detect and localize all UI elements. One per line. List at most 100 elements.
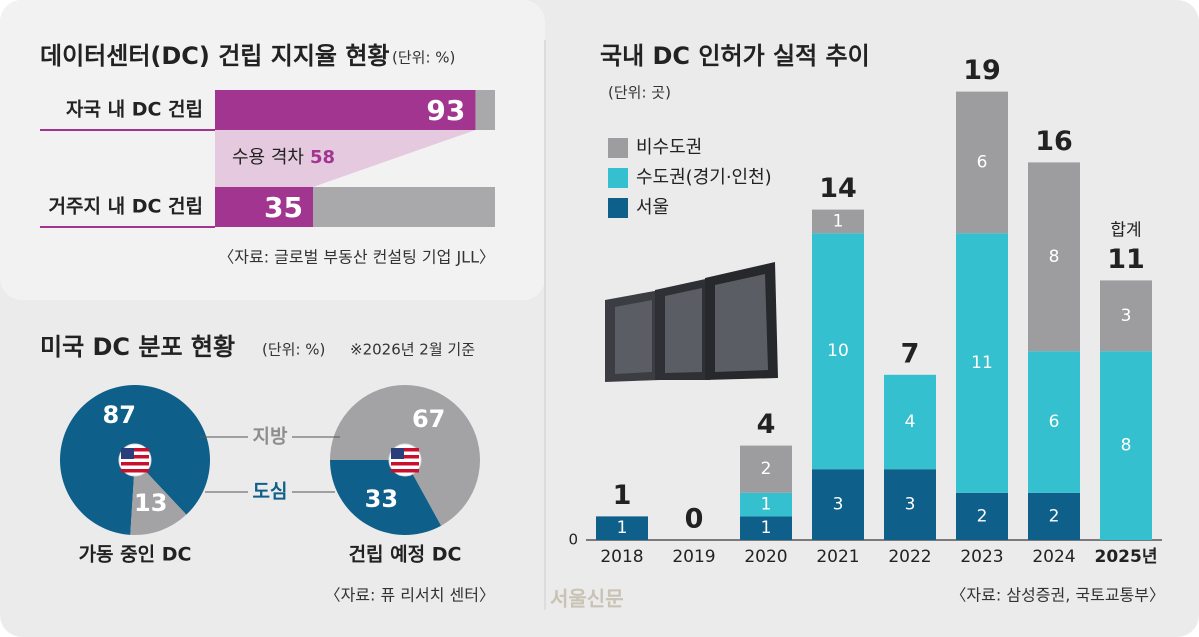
category-label: 거주지 내 DC 건립 [49,196,203,218]
segment-label: 1 [833,211,844,231]
segment-label: 2 [977,506,988,526]
y-tick-label: 0 [568,531,578,549]
source: 〈자료: 퓨 리서치 센터〉 [325,586,495,605]
bar-segment [884,374,936,470]
flag-stripe [121,448,149,452]
flag-stripe [391,455,419,459]
flag-stripe [121,462,149,466]
legend-label: 비수도권 [636,137,702,158]
pie-slice [330,460,442,536]
bar-segment [1100,351,1152,540]
legend-swatch [608,138,628,158]
segment-label: 10 [827,341,849,361]
x-tick-label: 2018 [600,547,643,567]
bar-segment [740,516,792,540]
total-label: 16 [1035,126,1073,157]
bar-segment [740,445,792,493]
bar-segment [884,469,936,540]
segment-label: 6 [977,152,988,172]
source: 〈자료: 글로벌 부동산 컨설팅 기업 JLL〉 [218,248,495,267]
bar-segment [1100,280,1152,352]
watermark: 서울신문 [550,587,624,611]
gap-value: 58 [310,147,335,168]
gap-label: 수용 격차 58 [232,147,335,168]
flag-stripe [121,455,149,459]
segment-label: 4 [905,412,916,432]
legend-label: 도심 [253,481,288,503]
legend-label: 지방 [253,426,288,448]
chart-title: 국내 DC 인허가 실적 추이 [600,42,870,70]
unit: (단위: 곳) [608,84,671,102]
legend-label: 서울 [636,197,669,218]
segment-label: 3 [833,495,844,515]
x-tick-label: 2024 [1032,547,1075,567]
note: ※2026년 2월 기준 [350,341,475,359]
x-tick-label: 2022 [888,547,931,567]
x-tick-label: 2021 [816,547,859,567]
unit: (단위: %) [262,341,325,359]
value-label: 35 [264,191,303,224]
pie-name: 가동 중인 DC [79,544,192,566]
bar-segment [956,91,1008,234]
flag-canton [121,448,134,459]
bar-segment [1028,162,1080,352]
bar-segment [956,492,1008,540]
bar-segment [956,233,1008,493]
category-label: 자국 내 DC 건립 [66,99,203,121]
total-label: 19 [963,55,1001,86]
legend-label: 수도권(경기·인천) [636,167,772,188]
total-label: 4 [757,409,776,440]
server-illustration [605,262,778,382]
gap-text: 수용 격차 [232,147,304,168]
pie-slice [130,460,187,535]
slice-label: 33 [365,485,398,513]
segment-label: 8 [1049,247,1060,267]
flag-stripe [391,462,419,466]
total-label: 11 [1107,244,1145,275]
flag-stripe [391,448,419,452]
x-tick-label: 2020 [744,547,787,567]
bar-segment [596,516,648,540]
segment-label: 8 [1121,436,1132,456]
segment-label: 3 [905,495,916,515]
slice-label: 13 [134,489,167,517]
x-tick-label: 2025년 [1095,547,1158,567]
segment-label: 11 [971,353,993,373]
total-label: 0 [685,504,704,535]
x-tick-label: 2019 [672,547,715,567]
source: 〈자료: 삼성증권, 국토교통부〉 [950,586,1165,605]
bar-segment [812,209,864,234]
bar-segment [1028,351,1080,493]
legend-swatch [608,168,628,188]
gap-band [215,130,476,187]
bar-segment [812,233,864,470]
total-label: 1 [613,480,632,511]
value-label: 93 [426,94,465,127]
flag-stripe [391,469,419,473]
segment-label: 2 [761,459,772,479]
segment-label: 1 [761,495,772,515]
flag-stripe [121,469,149,473]
segment-label: 1 [761,518,772,538]
total-note: 합계 [1110,220,1141,240]
unit: (단위: %) [392,49,455,67]
segment-label: 2 [1049,506,1060,526]
legend-swatch [608,198,628,218]
bar-segment [1028,492,1080,540]
total-label: 7 [901,338,920,369]
x-tick-label: 2023 [960,547,1003,567]
bar-segment [812,469,864,540]
chart-title: 미국 DC 분포 현황 [40,333,235,361]
slice-label: 67 [412,405,445,433]
total-label: 14 [819,173,857,204]
chart-title: 데이터센터(DC) 건립 지지율 현황 [40,42,390,70]
slice-label: 87 [103,401,136,429]
bar [215,90,476,130]
segment-label: 1 [617,518,628,538]
segment-label: 3 [1121,306,1132,326]
bar [215,187,313,227]
pie-name: 건립 예정 DC [349,544,462,566]
bar-segment [740,492,792,517]
flag-canton [391,448,404,459]
